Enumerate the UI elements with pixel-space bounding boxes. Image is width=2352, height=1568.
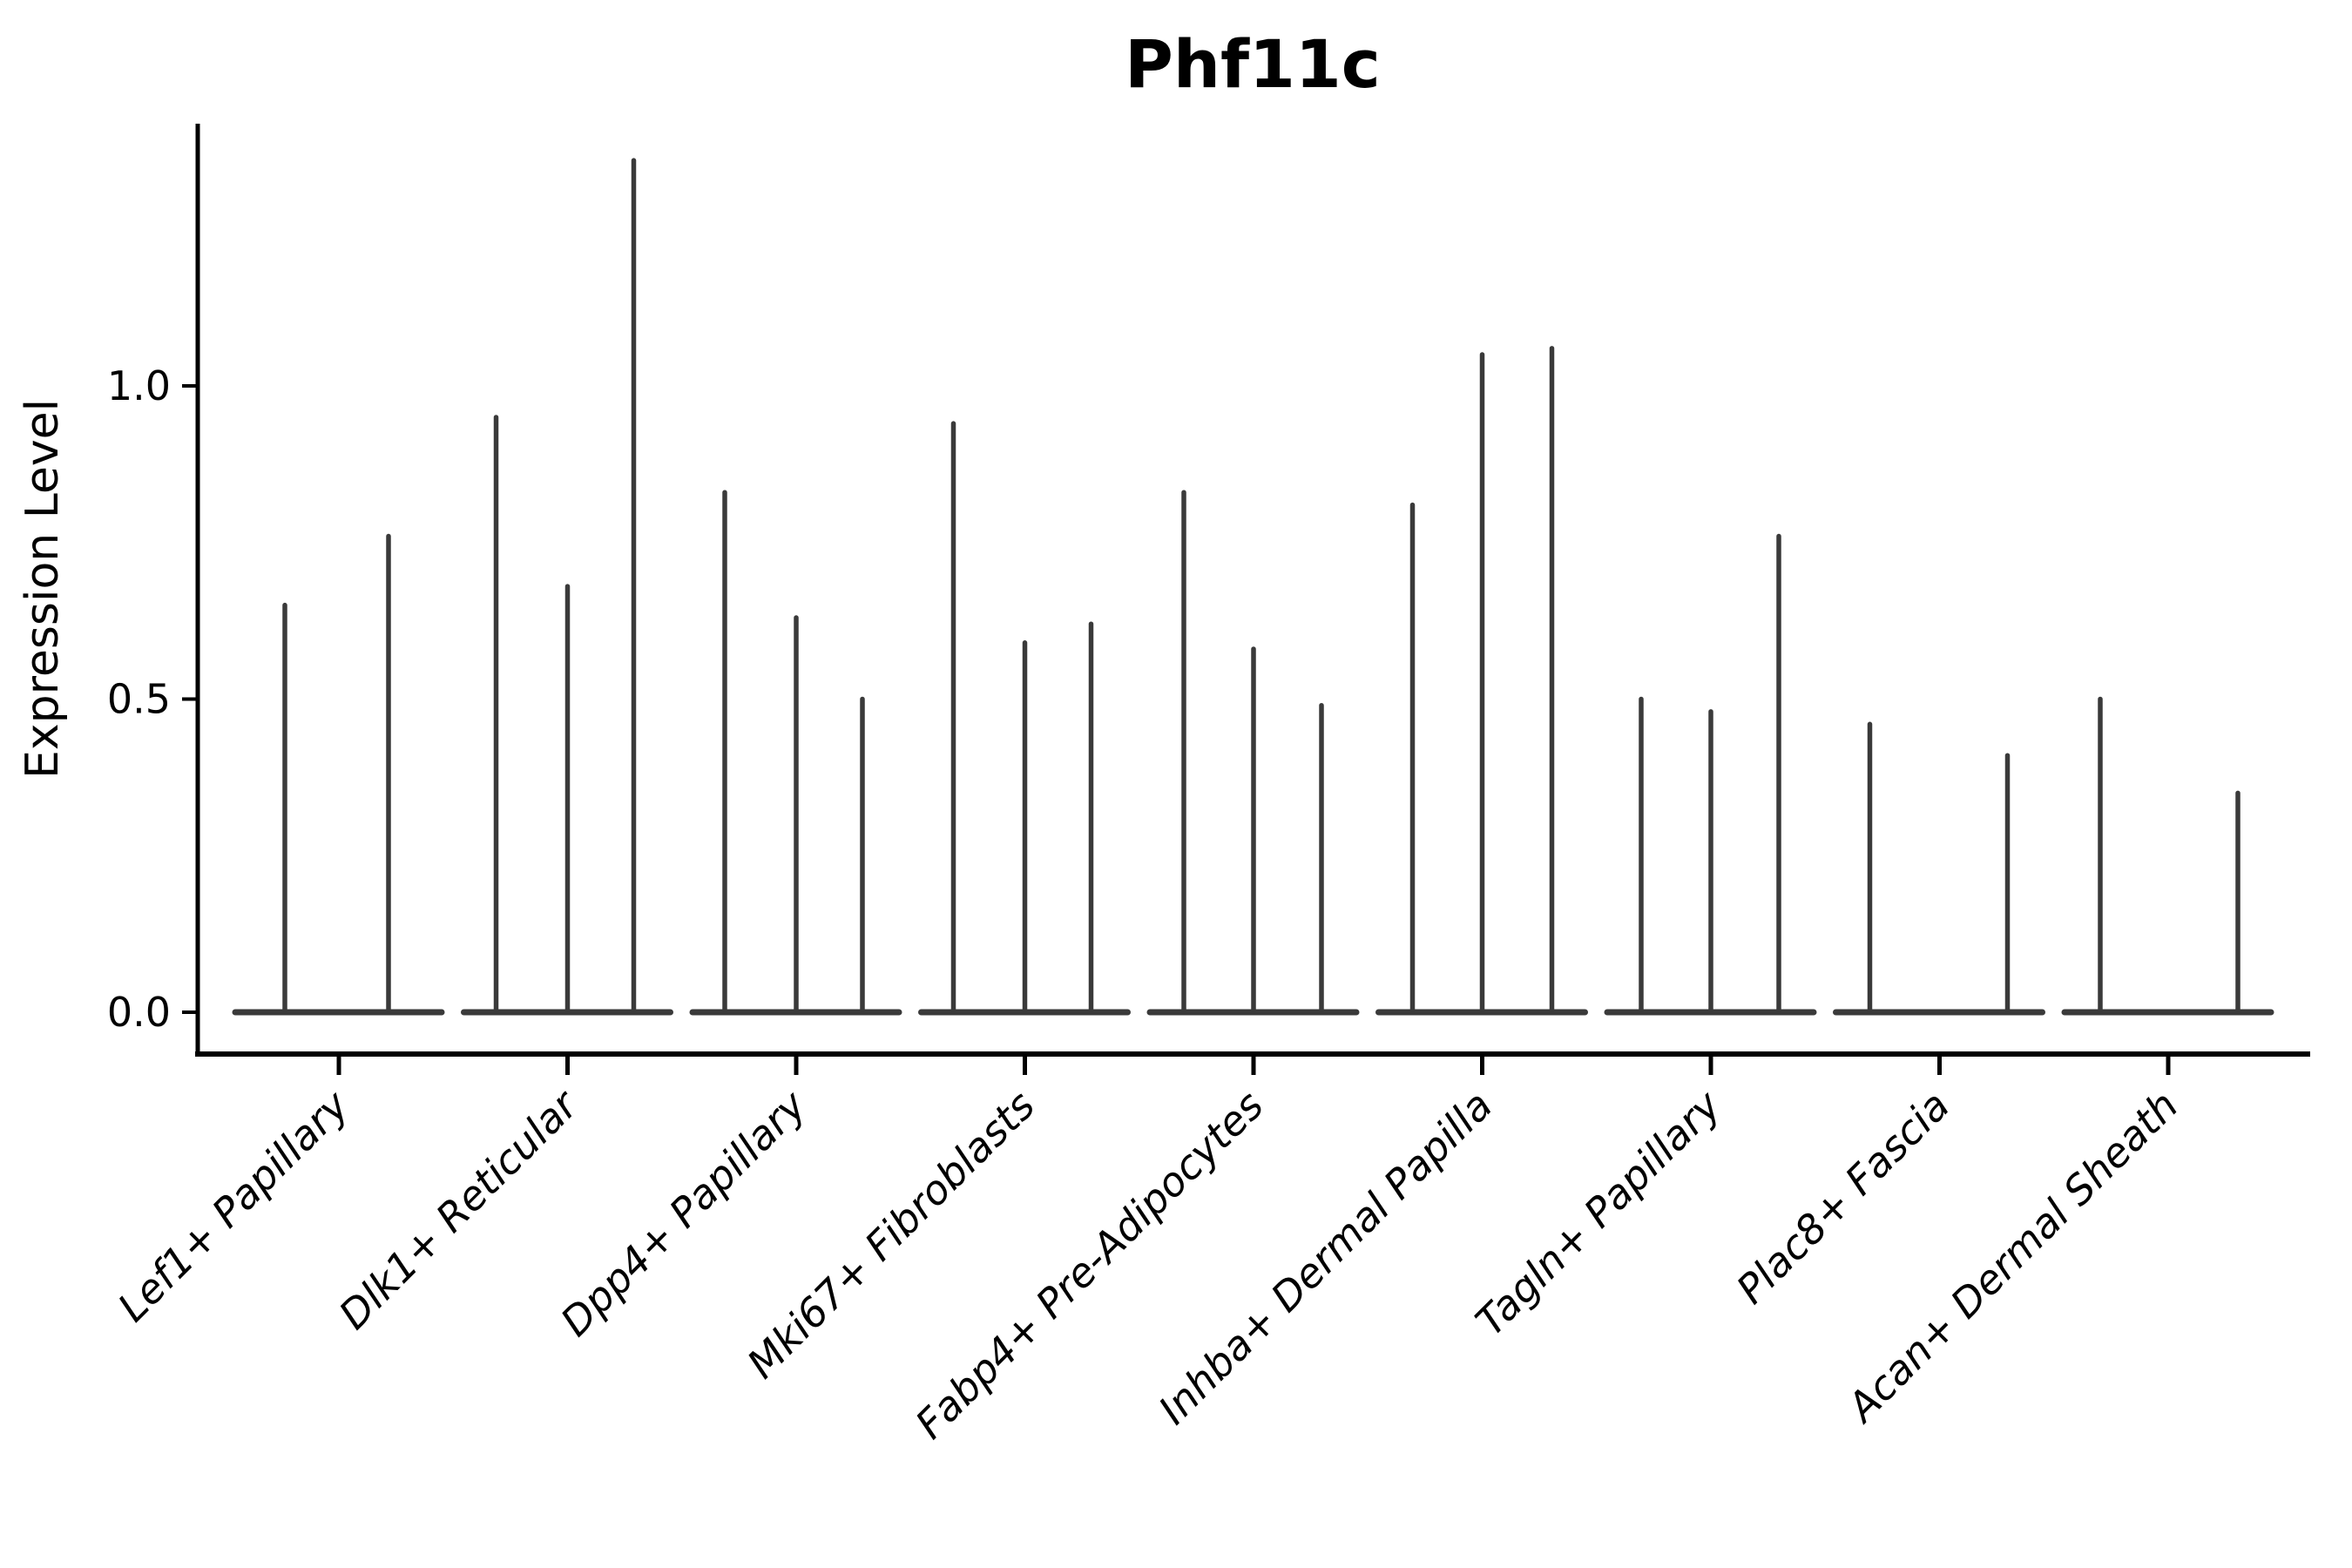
x-tick-label: Lef1+ Papillary <box>109 1081 358 1330</box>
chart-title: Phf11c <box>1125 25 1381 103</box>
x-tick-label: Dpp4+ Papillary <box>551 1081 815 1345</box>
plot-area <box>232 158 2274 1016</box>
x-tick-label: Plac8+ Fascia <box>1727 1082 1958 1313</box>
y-axis-label: Expression Level <box>17 399 69 779</box>
y-axis: 0.0 0.5 1.0 <box>107 362 198 1036</box>
x-tick-label: Tagln+ Papillary <box>1466 1081 1730 1345</box>
y-tick-label: 1.0 <box>107 362 171 409</box>
y-tick-label: 0.5 <box>107 676 171 723</box>
x-tick-label: Dlk1+ Reticular <box>330 1079 589 1338</box>
y-tick-label: 0.0 <box>107 989 171 1036</box>
